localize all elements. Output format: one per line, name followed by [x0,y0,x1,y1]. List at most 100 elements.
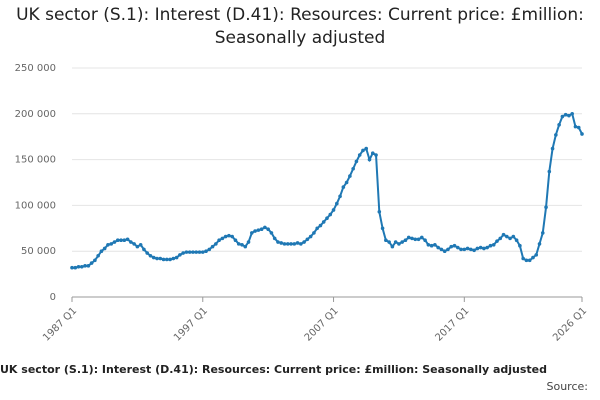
point [518,243,522,248]
point [119,238,123,243]
point [83,264,87,268]
point [243,244,248,249]
point [380,226,385,231]
point [488,243,493,248]
point [253,229,257,233]
point [194,250,199,254]
point [246,240,251,244]
point [491,242,496,247]
point [204,249,208,253]
point [148,253,153,258]
point [217,238,221,243]
footer-title: UK sector (S.1): Interest (D.41): Resour… [0,363,548,376]
point [524,258,529,263]
point [266,227,270,232]
point [99,249,104,253]
point [240,242,244,247]
point [341,185,346,189]
point [122,238,127,243]
point [377,210,382,214]
point [469,247,473,252]
point [129,240,133,244]
point [285,242,290,246]
y-tick-label: 150 000 [15,155,56,166]
point [200,250,205,254]
x-tick-label: 1987 Q1 [41,305,79,343]
point [331,208,336,212]
point [210,244,215,249]
point [544,205,548,210]
point [70,265,74,270]
point [272,236,277,241]
point [321,220,326,224]
point [282,242,287,246]
point [527,258,532,263]
y-tick-label: 200 000 [15,109,56,120]
point [279,241,284,245]
point [390,244,395,249]
point [115,238,120,243]
point [557,122,561,127]
point [540,231,545,235]
point [315,226,319,231]
point [308,234,313,239]
point [138,242,143,247]
point [269,231,274,235]
point [106,242,110,247]
point [446,247,450,252]
point [165,257,169,262]
point [80,264,84,269]
point [197,250,202,254]
y-tick-label: 50 000 [21,246,56,257]
point [449,244,454,249]
point [357,153,362,157]
point [220,236,225,241]
point [374,153,378,157]
point [289,242,293,246]
point [351,166,355,171]
point [89,261,94,265]
point [364,146,369,151]
point [403,238,408,243]
point [429,243,434,248]
point [465,246,470,251]
x-tick-label: 2017 Q1 [433,305,471,343]
point [96,253,100,258]
line [72,112,583,269]
point [223,234,228,239]
point [361,148,365,153]
point [151,255,156,260]
point [511,234,516,239]
point [495,239,499,243]
point [410,236,414,241]
point [455,245,460,250]
point [413,237,418,242]
point [384,238,388,243]
point [207,247,212,252]
point [214,242,218,246]
point [250,231,254,235]
point [563,112,568,117]
point [158,256,163,261]
point [459,247,463,252]
point [344,180,349,185]
point [576,125,581,130]
point [161,257,166,262]
point [501,232,506,237]
point [426,242,431,247]
point [406,235,411,240]
point [354,159,359,164]
point [302,240,306,244]
point [93,258,97,263]
point [259,227,264,232]
point [442,249,447,253]
point [423,238,427,243]
point [312,231,316,235]
point [181,251,185,255]
point [191,250,195,254]
point [142,247,146,252]
point [452,243,457,248]
source: Source: [546,380,589,393]
point [338,194,342,199]
point [187,250,192,254]
